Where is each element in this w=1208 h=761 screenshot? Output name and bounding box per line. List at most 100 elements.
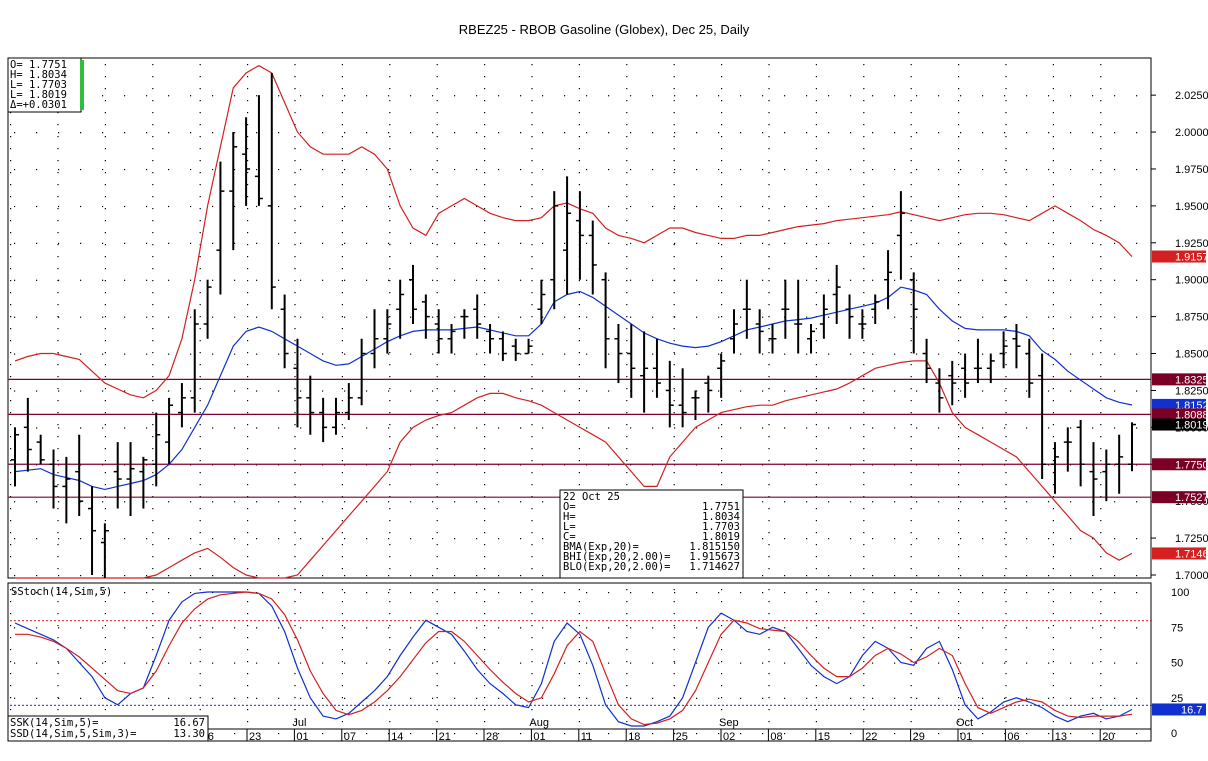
ohlc-bar: [396, 279, 405, 339]
x-day-label: 11: [581, 731, 592, 743]
price-tick-label: 1.9500: [1175, 201, 1208, 213]
ssk-label: SSK(14,Sim,5)=: [10, 717, 99, 729]
data-window-label: C=: [563, 531, 576, 543]
x-month-label: Aug: [529, 717, 549, 729]
ohlc-bar: [460, 309, 469, 339]
x-day-label: 21: [439, 731, 451, 743]
ohlc-bar: [126, 442, 135, 516]
x-day-label: 07: [344, 731, 356, 743]
x-day-label: 14: [391, 731, 403, 743]
ohlc-bar: [858, 309, 867, 339]
x-day-label: 20: [1102, 731, 1114, 743]
data-window-label: L=: [563, 521, 576, 533]
x-day-label: 25: [676, 731, 688, 743]
ohlc-bar: [306, 375, 315, 435]
ohlc-bar: [601, 272, 610, 369]
ohlc-bar: [1076, 419, 1085, 487]
price-tick-label: 1.8250: [1175, 385, 1208, 397]
price-tick-label: 1.8750: [1175, 312, 1208, 324]
stoch-gridlines: [10, 589, 1152, 735]
ohlc-bar: [421, 294, 430, 339]
band-series-1: [14, 64, 1133, 399]
stoch-panel-frame: [7, 582, 1152, 742]
ohlc-bar: [755, 309, 764, 354]
ohlc-bar: [717, 353, 726, 398]
ohlc-line-change: Δ=+0.0301: [10, 99, 67, 111]
ohlc-bar: [832, 264, 841, 324]
ohlc-bar: [884, 250, 893, 310]
ohlc-bar: [165, 397, 174, 465]
ohlc-line-last: L= 1.8019: [10, 89, 67, 101]
ohlc-bar: [896, 191, 905, 280]
price-marker-tag: 1.8088: [1152, 408, 1208, 421]
price-marker-tag: 1.7527: [1152, 491, 1208, 504]
ohlc-bar: [242, 117, 251, 206]
ohlc-bar: [1115, 434, 1124, 494]
ohlc-bar: [11, 427, 19, 487]
ohlc-bar: [1102, 449, 1111, 502]
stoch-tick-label: 75: [1171, 622, 1183, 634]
ohlc-bar: [88, 486, 97, 575]
ohlc-bar: [665, 360, 674, 428]
price-marker-tag: 1.7146: [1152, 547, 1208, 560]
ohlc-bar: [383, 309, 392, 354]
ohlc-bar: [511, 338, 520, 361]
ohlc-bar: [486, 324, 495, 354]
ohlc-bar: [1128, 422, 1136, 472]
ohlc-bar: [729, 309, 738, 354]
ohlc-bar: [1063, 427, 1072, 472]
ssd-label: SSD(14,Sim,5,Sim,3)=: [10, 728, 136, 740]
stoch-readout: SSK(14,Sim,5)= 16.67 SSD(14,Sim,5,Sim,3)…: [7, 715, 209, 742]
ohlc-bar: [627, 324, 636, 398]
ohlc-bar: [190, 309, 199, 413]
ohlc-bar: [909, 272, 918, 354]
ohlc-bar: [999, 331, 1008, 369]
stochastic-lines: [14, 591, 1133, 727]
ohlc-bar: [550, 191, 559, 310]
x-month-label: Jul: [292, 717, 306, 729]
x-day-label: 02: [723, 731, 735, 743]
data-window-value: 1.7703: [702, 521, 740, 533]
ohlc-bar: [1050, 442, 1059, 494]
price-axis: 2.0250 2.0000 1.9750 1.9500 1.9250 1.9000 1.87…: [1151, 90, 1208, 582]
ohlc-bar: [75, 434, 84, 516]
x-day-label: 29: [913, 731, 925, 743]
ohlc-bar: [537, 279, 546, 324]
data-window-value: 1.815150: [689, 541, 740, 553]
ohlc-bar: [575, 191, 584, 280]
ohlc-bar: [524, 338, 533, 355]
stoch-title: SStoch(14,Sim,5): [11, 586, 112, 598]
data-window-label: O=: [563, 501, 576, 513]
ohlc-bar: [113, 442, 122, 509]
band-series-2: [15, 360, 1133, 579]
data-window-value: 1.8034: [702, 511, 740, 523]
ohlc-bar: [961, 353, 970, 398]
svg-text:1.7750: 1.7750: [1175, 459, 1208, 471]
price-tick-label: 1.9000: [1175, 275, 1208, 287]
stoch-marker-tag: 16.7: [1152, 703, 1206, 716]
ohlc-bars: [11, 73, 1136, 578]
ohlc-bar: [216, 161, 225, 295]
ohlc-bar: [871, 294, 880, 324]
price-marker-tag: 1.8019: [1152, 418, 1208, 432]
ohlc-bar: [331, 397, 340, 435]
data-window-label: BLO(Exp,20,2.00)=: [563, 561, 670, 573]
x-day-label: 01: [533, 731, 545, 743]
data-window: 22 Oct 25 O= 1.7751 H= 1.8034 L= 1.7703 C= 1.80…: [559, 489, 744, 579]
ohlc-bar: [845, 294, 854, 339]
svg-text:1.8019: 1.8019: [1175, 420, 1208, 432]
x-day-label: 23: [249, 731, 261, 743]
x-day-label: 13: [1055, 731, 1067, 743]
price-tick-label: 2.0000: [1175, 127, 1208, 139]
data-window-value: 1.8019: [702, 531, 740, 543]
ohlc-bar: [1038, 353, 1047, 480]
ohlc-bar: [280, 294, 289, 369]
svg-text:1.8088: 1.8088: [1175, 409, 1208, 421]
bollinger-bands: [14, 64, 1133, 579]
ohlc-bar: [781, 279, 790, 339]
ohlc-bar: [370, 309, 379, 369]
ohlc-bar: [62, 456, 71, 524]
price-tick-label: 1.8500: [1175, 349, 1208, 361]
ohlc-bar: [319, 397, 328, 443]
svg-text:16.7: 16.7: [1181, 704, 1202, 716]
